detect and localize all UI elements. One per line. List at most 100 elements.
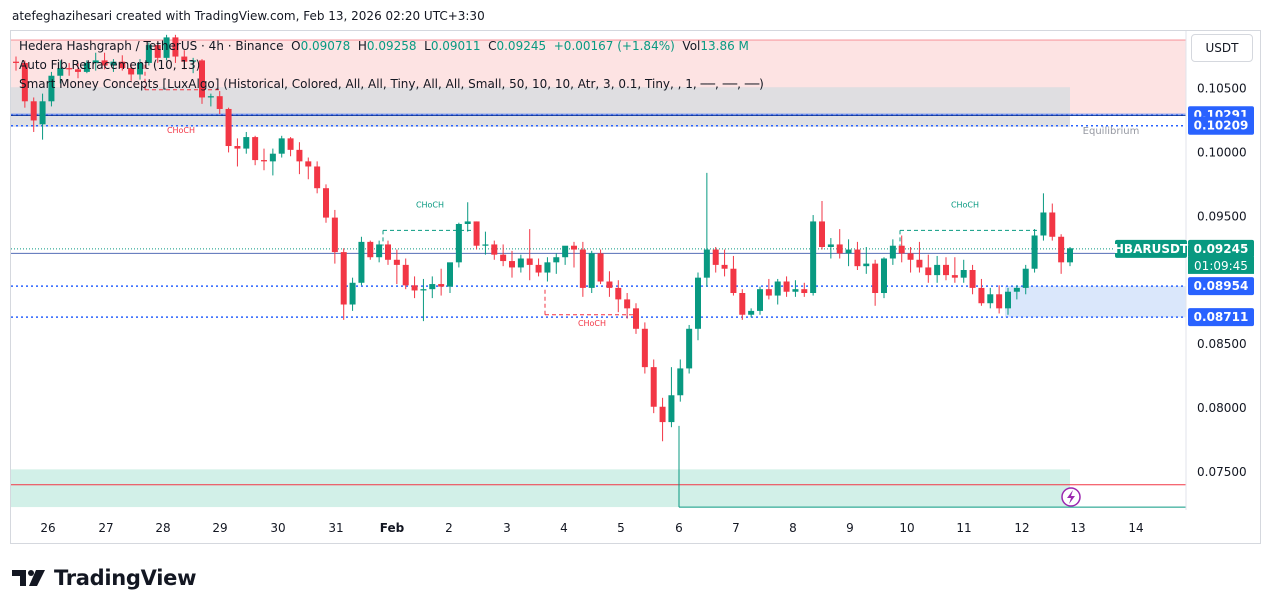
candle — [101, 52, 108, 70]
open-value: 0.09078 — [300, 39, 351, 53]
candle-body — [137, 62, 143, 75]
candle — [438, 268, 445, 296]
candle — [898, 235, 905, 263]
candle-body — [721, 264, 728, 269]
currency-unit-button[interactable]: USDT — [1191, 34, 1253, 62]
candle-body — [57, 68, 64, 76]
candle-body — [447, 262, 453, 287]
candle — [730, 255, 737, 296]
candle — [517, 254, 524, 273]
candle — [163, 34, 170, 61]
candle — [1031, 229, 1038, 273]
candle — [969, 264, 976, 295]
candle — [340, 248, 347, 320]
candle-body — [163, 37, 170, 58]
time-tick-label: 30 — [270, 521, 285, 535]
candle — [145, 42, 152, 66]
choch-label: CHoCH — [167, 126, 195, 135]
candle — [172, 34, 179, 63]
candle — [385, 240, 391, 265]
candle-body — [349, 282, 356, 305]
price-tick-label: 0.10500 — [1197, 82, 1247, 96]
indicator-fib[interactable]: Auto Fib Retracement (10, 13) — [19, 58, 201, 72]
time-tick-label: 10 — [899, 521, 914, 535]
candle-body — [420, 289, 427, 291]
candle — [960, 259, 967, 283]
candle — [225, 107, 232, 153]
candle — [827, 238, 834, 259]
candle-body — [641, 328, 648, 368]
candle — [199, 59, 205, 104]
price-label-box — [1188, 239, 1254, 258]
candle — [358, 236, 365, 286]
candle — [943, 257, 949, 281]
candle-body — [686, 328, 693, 369]
low-label: L — [424, 39, 431, 53]
candle-body — [491, 244, 498, 255]
close-value: 0.09245 — [496, 39, 547, 53]
candle — [801, 282, 808, 297]
time-tick-label: 2 — [445, 521, 453, 535]
candle-body — [101, 60, 108, 66]
candle-body — [703, 249, 710, 278]
candle — [916, 241, 923, 273]
countdown-text: 01:09:45 — [1194, 259, 1248, 273]
candle-body — [1049, 212, 1056, 237]
symbol-name: Hedera Hashgraph / TetherUS · 4h · Binan… — [19, 39, 284, 53]
candle-body — [863, 263, 870, 267]
candle-body — [606, 281, 613, 288]
candle — [845, 239, 852, 267]
price-label-box — [1188, 277, 1254, 296]
candle-body — [216, 96, 223, 109]
candle-body — [633, 308, 639, 329]
candle-body — [154, 45, 161, 58]
tradingview-logo-icon — [12, 570, 45, 586]
candle — [13, 56, 19, 71]
candle-body — [75, 69, 81, 72]
time-tick-label: 11 — [956, 521, 971, 535]
candle-body — [66, 68, 73, 70]
candle — [951, 257, 958, 283]
candle-body — [243, 137, 250, 149]
candle-body — [650, 367, 657, 407]
candle-body — [960, 270, 967, 278]
volume-label: Vol — [682, 39, 701, 53]
high-label: H — [357, 39, 367, 53]
candle-body — [1013, 287, 1020, 292]
candle — [881, 257, 887, 299]
candle-body — [978, 287, 985, 304]
candle — [686, 324, 693, 374]
candle — [261, 148, 267, 171]
candle-body — [48, 75, 55, 102]
candle-body — [455, 223, 462, 263]
candle — [535, 258, 542, 277]
candle — [75, 62, 81, 79]
candle-body — [340, 252, 347, 305]
candle-body — [30, 101, 37, 121]
candle — [119, 55, 126, 71]
chart-frame — [10, 30, 1261, 544]
candle-body — [207, 96, 214, 98]
tradingview-logo[interactable]: TradingView — [12, 566, 196, 590]
candle-body — [110, 61, 117, 66]
lightning-icon — [1067, 490, 1075, 504]
candle — [633, 303, 639, 334]
candle — [597, 249, 604, 285]
time-tick-label: 3 — [503, 521, 511, 535]
candle — [269, 148, 276, 176]
candle-body — [393, 259, 400, 265]
candle-body — [748, 310, 755, 315]
symbol-legend[interactable]: Hedera Hashgraph / TetherUS · 4h · Binan… — [19, 39, 749, 53]
candle-body — [190, 60, 197, 62]
candle — [234, 138, 241, 167]
candle — [447, 262, 453, 294]
candle-body — [1058, 236, 1065, 263]
candle — [411, 276, 418, 299]
price-label-box — [1188, 116, 1254, 135]
candle-body — [92, 60, 99, 63]
tradingview-wordmark: TradingView — [54, 566, 197, 590]
price-label-text: 0.09245 — [1194, 242, 1249, 256]
indicator-smc[interactable]: Smart Money Concepts [LuxAlgo] (Historic… — [19, 77, 764, 91]
candle — [553, 253, 560, 274]
